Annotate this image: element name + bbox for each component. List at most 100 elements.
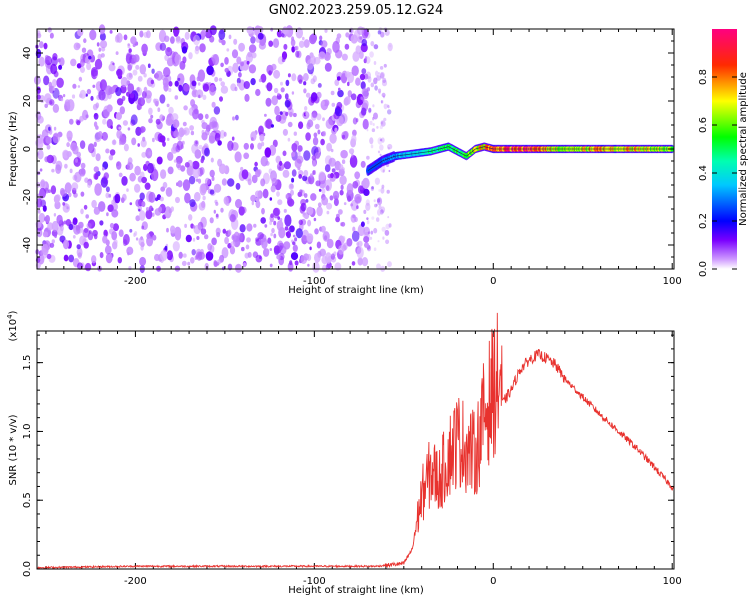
noise-speckle [121, 95, 126, 102]
noise-speckle [36, 137, 44, 149]
noise-speckle [139, 127, 144, 134]
noise-speckle [177, 134, 182, 141]
noise-speckle [185, 234, 192, 243]
noise-speckle [166, 137, 170, 141]
noise-speckle [374, 85, 378, 91]
noise-speckle [371, 186, 374, 190]
noise-speckle [127, 127, 131, 131]
noise-speckle [72, 235, 76, 239]
noise-speckle [196, 76, 200, 82]
noise-speckle [320, 225, 326, 233]
noise-speckle [93, 173, 98, 180]
noise-speckle [338, 87, 341, 91]
noise-speckle [162, 77, 169, 88]
noise-speckle [62, 202, 66, 206]
noise-speckle [364, 242, 369, 248]
noise-speckle [198, 144, 203, 150]
noise-speckle [111, 139, 117, 146]
noise-speckle [369, 51, 374, 58]
colorbar: 0.0 0.2 0.4 0.6 0.8 Normalized spectral ampl… [698, 29, 749, 277]
noise-speckle [368, 109, 372, 114]
noise-speckle [356, 246, 364, 259]
noise-speckle [192, 166, 200, 179]
noise-speckle [298, 40, 305, 48]
noise-speckle [193, 224, 201, 235]
noise-speckle [177, 77, 181, 81]
noise-speckle [51, 56, 58, 67]
noise-speckle [151, 68, 155, 74]
noise-speckle [340, 113, 348, 124]
noise-speckle [281, 57, 286, 63]
noise-speckle [351, 134, 357, 144]
noise-speckle [43, 42, 48, 50]
noise-speckle [337, 89, 344, 98]
noise-speckle [47, 222, 54, 231]
noise-speckle [326, 238, 334, 249]
noise-speckle [220, 62, 224, 68]
noise-speckle [298, 219, 303, 226]
colorbar-gradient [712, 29, 737, 269]
noise-speckle [48, 126, 51, 131]
noise-speckle [274, 105, 280, 116]
noise-speckle [80, 66, 85, 73]
noise-speckle [373, 227, 378, 234]
noise-speckle [109, 30, 113, 34]
noise-speckle [271, 95, 279, 106]
noise-speckle [371, 128, 376, 133]
noise-speckle [79, 140, 86, 150]
noise-speckle [201, 29, 207, 37]
noise-speckle [80, 58, 85, 67]
noise-speckle [152, 234, 157, 241]
noise-speckle [251, 201, 254, 206]
noise-speckle [273, 87, 279, 94]
noise-speckle [152, 137, 155, 143]
noise-speckle [369, 120, 373, 126]
noise-speckle [103, 229, 108, 237]
noise-speckle [352, 129, 357, 137]
noise-speckle [98, 47, 102, 52]
noise-speckle [387, 261, 392, 268]
noise-speckle [269, 220, 272, 226]
noise-speckle [284, 93, 289, 100]
noise-speckle [83, 38, 87, 44]
noise-speckle [367, 231, 371, 234]
noise-speckle [245, 244, 250, 250]
noise-speckle [376, 75, 381, 81]
noise-speckle [238, 72, 242, 78]
noise-speckle [370, 230, 374, 235]
noise-speckle [381, 100, 384, 104]
noise-speckle [317, 83, 322, 88]
noise-speckle [306, 253, 312, 262]
noise-speckle [159, 42, 167, 52]
noise-speckle [88, 55, 92, 60]
noise-speckle [187, 261, 191, 266]
noise-speckle [298, 174, 303, 179]
noise-speckle [365, 56, 371, 64]
noise-speckle [139, 210, 146, 221]
noise-speckle [293, 112, 297, 118]
noise-speckle [352, 51, 360, 62]
noise-speckle [36, 32, 42, 39]
noise-speckle [279, 218, 283, 222]
noise-speckle [255, 169, 261, 178]
noise-speckle [256, 26, 264, 34]
noise-speckle [37, 209, 41, 214]
noise-speckle [360, 96, 364, 100]
noise-speckle [240, 61, 245, 67]
noise-speckle [105, 252, 113, 264]
noise-speckle [198, 202, 206, 211]
noise-speckle [99, 220, 104, 226]
noise-speckle [373, 44, 379, 50]
noise-speckle [94, 58, 103, 70]
noise-speckle [96, 42, 100, 47]
noise-speckle [275, 114, 282, 123]
noise-speckle [202, 83, 209, 92]
noise-speckle [366, 217, 369, 221]
noise-speckle [295, 228, 303, 239]
noise-speckle [279, 111, 283, 115]
noise-speckle [373, 112, 378, 120]
noise-speckle [261, 141, 265, 147]
noise-speckle [76, 247, 83, 258]
noise-speckle [380, 31, 385, 38]
colorbar-tick-label: 0.4 [698, 165, 709, 181]
